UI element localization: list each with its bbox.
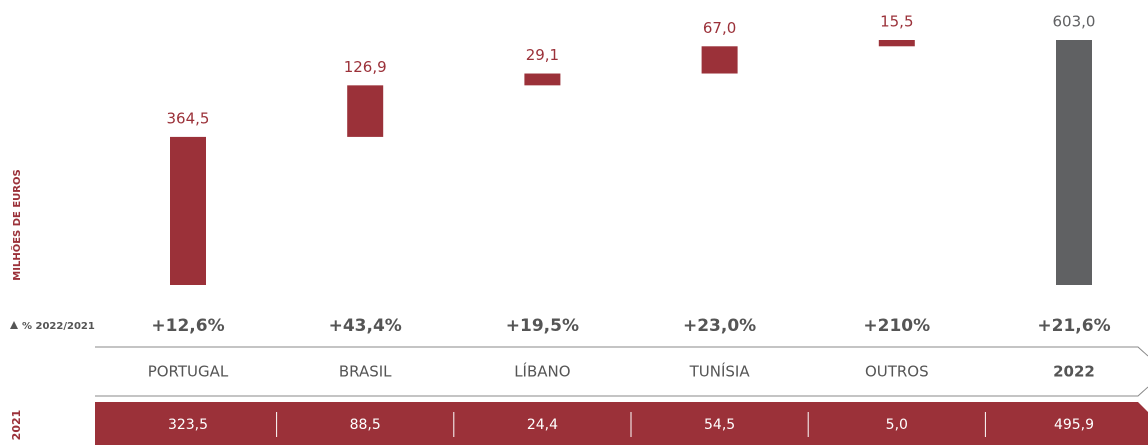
category-label: 2022 [1053, 363, 1095, 381]
change-label: +210% [863, 316, 930, 336]
prior-year-value: 495,9 [1054, 417, 1094, 433]
change-label: +23,0% [683, 316, 756, 336]
row-divider [95, 386, 1148, 397]
data-label: 67,0 [703, 19, 736, 37]
data-label: 364,5 [167, 109, 210, 127]
change-label: +12,6% [151, 316, 224, 336]
data-label: 603,0 [1053, 13, 1096, 31]
prior-year-value: 54,5 [704, 417, 735, 433]
prior-year-band [95, 402, 1148, 445]
bar [524, 73, 561, 86]
bar [878, 40, 915, 47]
prior-year-value: 323,5 [168, 417, 208, 433]
change-row-label: % 2022/2021 [22, 321, 95, 332]
bar [701, 46, 738, 74]
data-label: 126,9 [344, 58, 387, 76]
prior-year-label: 2021 [10, 410, 23, 441]
category-label: PORTUGAL [148, 363, 229, 381]
change-icon [10, 321, 18, 329]
bar [1056, 40, 1092, 285]
change-label: +43,4% [329, 316, 402, 336]
row-divider [95, 346, 1148, 357]
change-label: +21,6% [1037, 316, 1110, 336]
prior-year-value: 24,4 [527, 417, 558, 433]
category-label: BRASIL [339, 363, 392, 381]
category-label: OUTROS [865, 363, 929, 381]
y-axis-label: MILHÕES DE EUROS [10, 169, 23, 280]
data-label: 29,1 [526, 46, 559, 64]
change-label: +19,5% [506, 316, 579, 336]
prior-year-value: 5,0 [886, 417, 908, 433]
prior-year-value: 88,5 [350, 417, 381, 433]
bar [170, 136, 206, 285]
bar [347, 85, 384, 137]
category-label: TUNÍSIA [689, 362, 751, 381]
category-label: LÍBANO [514, 362, 570, 381]
data-label: 15,5 [880, 13, 913, 31]
